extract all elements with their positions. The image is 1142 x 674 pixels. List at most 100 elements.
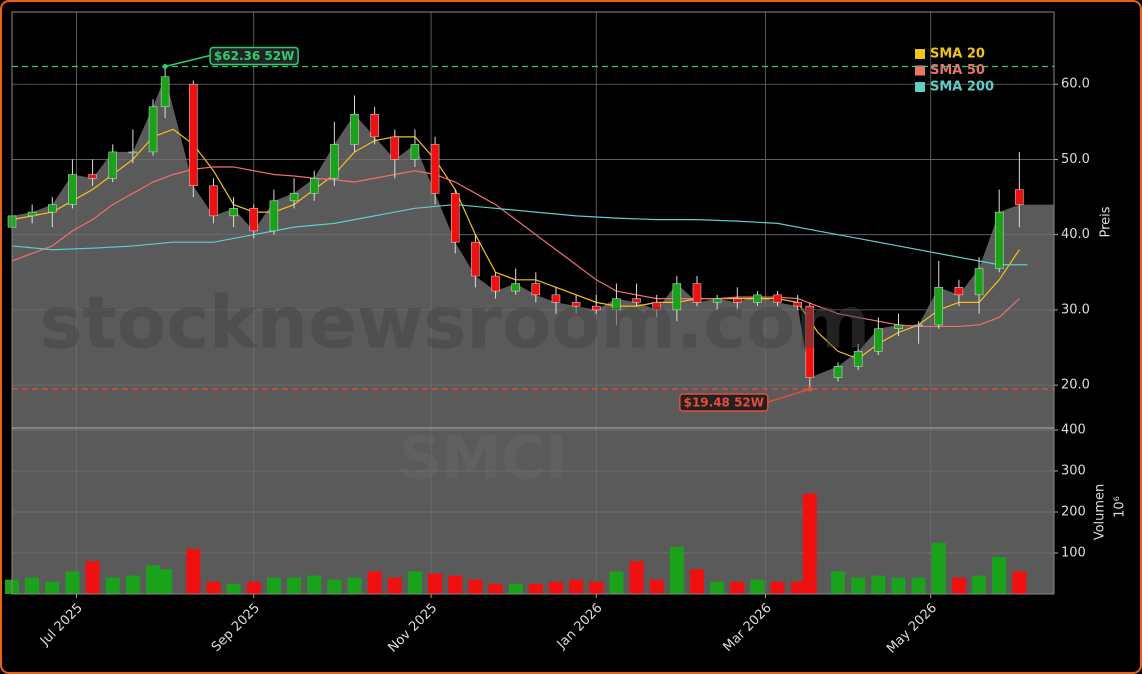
volume-bar: [750, 579, 765, 594]
volume-bar: [327, 579, 342, 594]
candle-body: [471, 241, 480, 277]
volume-bar: [972, 575, 987, 594]
volume-bar: [307, 575, 322, 594]
candle-body: [672, 283, 682, 311]
volume-bar: [871, 575, 886, 594]
volume-bar: [347, 577, 362, 594]
candle-body: [410, 144, 420, 160]
candle-body: [692, 283, 702, 303]
volume-bar: [468, 579, 483, 594]
volume-bar: [951, 577, 966, 594]
volume-bar: [246, 581, 261, 594]
annotation-arrowhead: [162, 63, 168, 69]
y2-axis-label: Volumen: [1093, 484, 1108, 541]
annotation-box: [679, 393, 769, 412]
y2-tick-label: 400: [1061, 423, 1086, 438]
annotation-label: $19.48 52W: [684, 396, 764, 410]
annotation-arrowhead: [807, 386, 813, 392]
volume-bar: [146, 565, 161, 594]
volume-bar: [629, 561, 644, 594]
candle-body: [491, 275, 500, 292]
price-area: [12, 76, 1054, 428]
candle-body: [370, 114, 379, 138]
candle-body: [853, 351, 863, 367]
volume-bar: [730, 581, 745, 594]
plot-border: [11, 11, 1055, 595]
candle-body: [874, 328, 883, 352]
y-tick-label: 40.0: [1061, 227, 1090, 242]
annotation-box: [209, 46, 299, 66]
volume-bar: [992, 557, 1007, 594]
candle-body: [833, 366, 843, 378]
annotation-label: $62.36 52W: [214, 49, 294, 63]
y2-offset-label: 10⁶: [1113, 496, 1128, 518]
y2-tick-label: 300: [1061, 464, 1086, 479]
sma-line: [11, 166, 1020, 328]
volume-bar: [569, 579, 584, 594]
candle-body: [632, 298, 641, 303]
candle-body: [805, 305, 815, 378]
volume-bar: [548, 581, 563, 594]
candle-body: [733, 298, 742, 303]
candle-body: [88, 174, 97, 179]
candle-body: [390, 136, 400, 160]
legend-swatch: [915, 65, 925, 76]
candle-body: [612, 298, 621, 311]
legend-label: SMA 20: [930, 47, 985, 62]
volume-bar: [931, 542, 946, 594]
candle-body: [128, 151, 138, 154]
y-tick-label: 20.0: [1061, 378, 1090, 393]
volume-bar: [407, 571, 422, 594]
legend-swatch: [915, 82, 925, 92]
volume-bar: [387, 577, 402, 594]
candle-body: [430, 144, 440, 194]
candle-body: [531, 283, 541, 296]
watermark: stocknewsroom.com: [40, 281, 871, 365]
candle-body: [934, 287, 944, 326]
volume-bar: [287, 577, 302, 594]
candle-body: [914, 324, 923, 327]
candle-body: [27, 211, 37, 217]
volume-bar: [911, 577, 926, 594]
candle-body: [511, 283, 520, 292]
candle-body: [894, 324, 903, 329]
legend-swatch: [915, 49, 925, 59]
candle-body: [450, 193, 460, 243]
volume-bar: [528, 583, 543, 594]
candle-body: [652, 302, 661, 311]
y-tick-label: 60.0: [1061, 77, 1090, 92]
volume-bar: [266, 577, 281, 594]
candle-body: [793, 302, 802, 307]
candle-body: [209, 185, 218, 217]
volume-bar: [802, 493, 817, 594]
y-tick-label: 50.0: [1061, 152, 1090, 167]
volume-bar: [488, 583, 503, 594]
volume-bar: [1012, 571, 1027, 594]
volume-bar: [770, 581, 785, 594]
candle-body: [330, 144, 339, 179]
candle-body: [974, 268, 984, 296]
volume-bar: [367, 571, 382, 594]
volume-bar: [125, 575, 140, 594]
volume-panel: [12, 428, 1054, 594]
candle-body: [148, 106, 158, 153]
candle-body: [68, 174, 77, 205]
volume-bar: [105, 577, 120, 594]
candle-body: [229, 208, 238, 217]
volume-bar: [609, 571, 624, 594]
annotation-arrow: [767, 388, 811, 403]
candle-body: [189, 83, 198, 187]
volume-bar: [831, 571, 846, 594]
volume-bar: [508, 583, 523, 594]
candle-body: [753, 294, 762, 303]
candle-body: [269, 200, 279, 232]
y-tick-label: 30.0: [1061, 302, 1090, 317]
volume-bar: [589, 581, 604, 594]
volume-bar: [25, 577, 40, 594]
volume-bar: [186, 548, 201, 594]
candle-body: [592, 305, 601, 311]
candle-body: [571, 302, 581, 307]
volume-bar: [45, 581, 60, 594]
candle-body: [1015, 189, 1024, 205]
